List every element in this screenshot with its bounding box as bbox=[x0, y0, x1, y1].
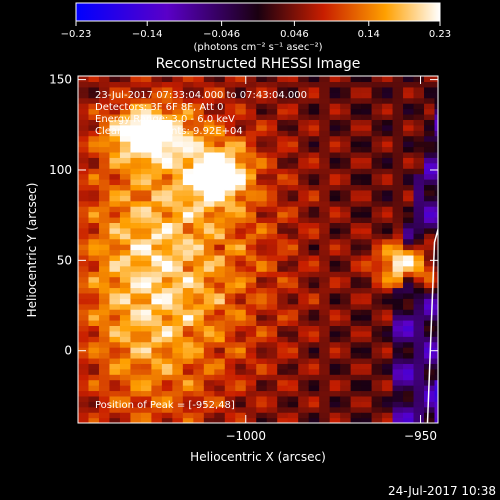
colorbar-tick-label: 0.14 bbox=[358, 29, 380, 40]
total-counts-label: Clean Total counts: 9.92E+04 bbox=[95, 126, 243, 137]
detectors-label: Detectors: 3F 6F 8F, Att 0 bbox=[95, 102, 223, 113]
y-tick-label: 100 bbox=[49, 163, 72, 177]
footer-timestamp: 24-Jul-2017 10:38 bbox=[388, 484, 496, 498]
colorbar bbox=[75, 2, 441, 22]
x-axis: −1000−950−900 bbox=[225, 76, 437, 443]
solar-limb bbox=[426, 226, 438, 423]
colorbar-tick-label: 0.23 bbox=[429, 29, 451, 40]
colorbar-tick-label: −0.23 bbox=[61, 29, 92, 40]
y-tick-label: 0 bbox=[64, 344, 72, 358]
y-axis: 0 50 100 150 bbox=[49, 73, 438, 358]
y-tick-label: 150 bbox=[49, 73, 72, 87]
time-range-label: 23-Jul-2017 07:33:04.000 to 07:43:04.000 bbox=[95, 90, 307, 101]
chart-title: Reconstructed RHESSI Image bbox=[156, 56, 361, 72]
colorbar-tick-label: −0.14 bbox=[132, 29, 163, 40]
x-tick-label: −1000 bbox=[225, 429, 266, 443]
x-axis-label: Heliocentric X (arcsec) bbox=[190, 450, 326, 464]
colorbar-units: (photons cm⁻² s⁻¹ asec⁻²) bbox=[193, 42, 322, 53]
energy-range-label: Energy Range: 3.0 - 6.0 keV bbox=[95, 114, 235, 125]
plot-frame bbox=[77, 75, 439, 424]
peak-position-label: Position of Peak = [-952,48] bbox=[95, 400, 235, 411]
y-axis-label: Heliocentric Y (arcsec) bbox=[25, 183, 39, 318]
colorbar-tick-label: −0.046 bbox=[203, 29, 240, 40]
y-tick-label: 50 bbox=[57, 253, 72, 267]
x-tick-label: −950 bbox=[404, 429, 437, 443]
heatmap-image bbox=[78, 76, 438, 423]
colorbar-tick-label: 0.046 bbox=[280, 29, 309, 40]
colorbar-ticks: −0.23 −0.14 −0.046 0.046 0.14 0.23 bbox=[61, 21, 451, 40]
